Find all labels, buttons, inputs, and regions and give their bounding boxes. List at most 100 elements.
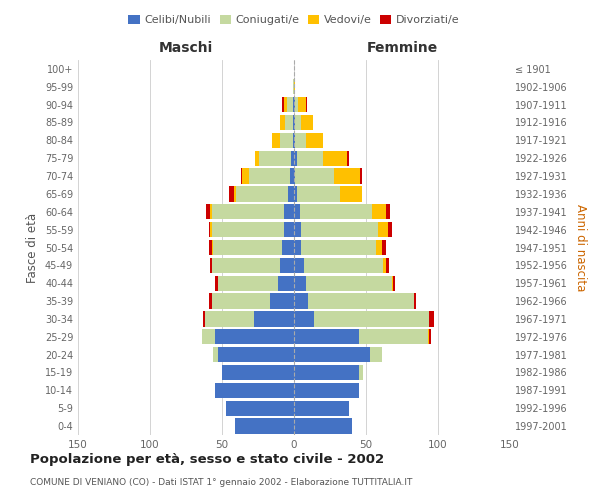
Bar xyxy=(272,133,280,148)
Bar xyxy=(294,204,300,220)
Bar xyxy=(388,222,392,237)
Bar xyxy=(212,204,284,220)
Bar xyxy=(288,186,294,202)
Bar xyxy=(235,418,294,434)
Bar xyxy=(294,133,295,148)
Bar xyxy=(386,204,391,220)
Bar xyxy=(293,97,294,112)
Bar xyxy=(383,258,386,273)
Bar xyxy=(305,133,323,148)
Bar xyxy=(323,150,347,166)
Bar xyxy=(214,347,218,362)
Bar xyxy=(293,133,294,148)
Bar xyxy=(376,240,382,255)
Y-axis label: Fasce di età: Fasce di età xyxy=(26,212,39,282)
Bar xyxy=(294,312,314,326)
Bar xyxy=(280,115,286,130)
Bar xyxy=(294,115,295,130)
Bar xyxy=(294,383,359,398)
Bar xyxy=(209,222,211,237)
Bar xyxy=(295,133,305,148)
Bar xyxy=(284,222,294,237)
Bar xyxy=(394,276,395,291)
Bar xyxy=(287,97,293,112)
Bar xyxy=(283,240,294,255)
Bar xyxy=(215,329,294,344)
Bar xyxy=(392,276,394,291)
Bar xyxy=(297,186,340,202)
Bar xyxy=(284,204,294,220)
Bar xyxy=(294,365,359,380)
Bar xyxy=(301,222,377,237)
Bar xyxy=(284,97,287,112)
Bar xyxy=(430,329,431,344)
Bar xyxy=(360,168,362,184)
Bar xyxy=(347,150,349,166)
Bar xyxy=(294,186,297,202)
Bar xyxy=(215,276,218,291)
Bar xyxy=(255,150,259,166)
Bar xyxy=(290,168,294,184)
Bar xyxy=(214,240,283,255)
Bar xyxy=(294,347,370,362)
Bar xyxy=(215,383,294,398)
Bar xyxy=(222,365,294,380)
Bar xyxy=(226,400,294,416)
Bar xyxy=(294,97,295,112)
Bar xyxy=(283,97,284,112)
Bar xyxy=(314,312,430,326)
Bar xyxy=(294,168,295,184)
Bar xyxy=(386,258,389,273)
Bar xyxy=(211,204,212,220)
Bar xyxy=(233,186,236,202)
Bar xyxy=(301,240,376,255)
Bar xyxy=(278,276,294,291)
Bar xyxy=(413,294,416,308)
Bar xyxy=(291,150,294,166)
Bar xyxy=(203,312,205,326)
Bar xyxy=(297,150,323,166)
Bar xyxy=(308,294,413,308)
Bar xyxy=(250,168,290,184)
Text: COMUNE DI VENIANO (CO) - Dati ISTAT 1° gennaio 2002 - Elaborazione TUTTITALIA.IT: COMUNE DI VENIANO (CO) - Dati ISTAT 1° g… xyxy=(30,478,412,487)
Legend: Celibi/Nubili, Coniugati/e, Vedovi/e, Divorziati/e: Celibi/Nubili, Coniugati/e, Vedovi/e, Di… xyxy=(124,10,464,30)
Bar xyxy=(382,240,386,255)
Bar xyxy=(293,79,294,94)
Bar xyxy=(334,168,360,184)
Bar xyxy=(294,79,295,94)
Bar xyxy=(294,400,349,416)
Bar xyxy=(294,222,301,237)
Bar xyxy=(212,258,280,273)
Bar xyxy=(242,168,250,184)
Bar xyxy=(236,186,288,202)
Bar xyxy=(298,97,305,112)
Bar xyxy=(428,329,430,344)
Bar xyxy=(430,312,434,326)
Bar xyxy=(229,186,233,202)
Bar xyxy=(212,294,269,308)
Bar xyxy=(202,329,215,344)
Bar xyxy=(209,240,212,255)
Bar xyxy=(241,168,242,184)
Bar xyxy=(280,133,293,148)
Bar xyxy=(218,276,278,291)
Bar xyxy=(294,258,304,273)
Text: Maschi: Maschi xyxy=(159,40,213,54)
Bar xyxy=(206,204,211,220)
Bar xyxy=(359,329,428,344)
Bar xyxy=(295,97,298,112)
Bar xyxy=(340,186,362,202)
Bar xyxy=(359,365,363,380)
Bar xyxy=(305,97,307,112)
Bar xyxy=(211,258,212,273)
Bar xyxy=(294,150,297,166)
Bar xyxy=(212,222,284,237)
Bar xyxy=(301,115,313,130)
Text: Femmine: Femmine xyxy=(367,40,437,54)
Bar xyxy=(294,240,301,255)
Bar xyxy=(295,115,301,130)
Bar xyxy=(269,294,294,308)
Y-axis label: Anni di nascita: Anni di nascita xyxy=(574,204,587,291)
Bar xyxy=(211,222,212,237)
Bar xyxy=(295,168,334,184)
